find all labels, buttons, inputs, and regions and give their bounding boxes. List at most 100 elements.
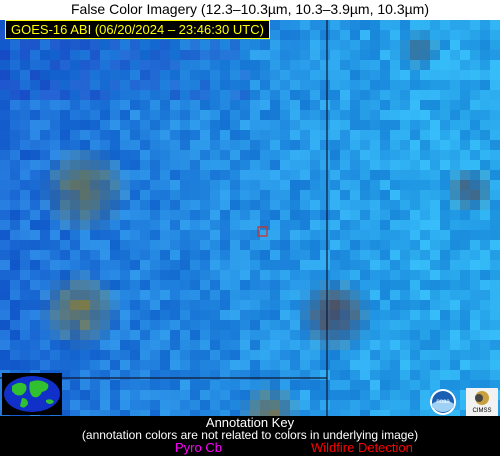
pixel xyxy=(300,180,310,190)
pixel xyxy=(220,380,230,390)
pixel xyxy=(340,20,350,30)
pixel xyxy=(470,250,480,260)
pixel xyxy=(330,170,340,180)
pixel xyxy=(460,360,470,370)
pixel xyxy=(400,50,410,60)
pixel xyxy=(160,140,170,150)
pixel xyxy=(10,250,20,260)
pixel xyxy=(130,330,140,340)
pixel xyxy=(450,60,460,70)
pixel xyxy=(370,40,380,50)
pixel xyxy=(390,190,400,200)
pixel xyxy=(250,200,260,210)
pixel xyxy=(330,120,340,130)
pixel xyxy=(290,340,300,350)
pixel xyxy=(170,290,180,300)
pixel xyxy=(430,230,440,240)
pixel xyxy=(300,220,310,230)
pixel xyxy=(200,80,210,90)
pixel xyxy=(470,80,480,90)
pixel xyxy=(410,370,420,380)
pixel xyxy=(490,170,500,180)
pixel xyxy=(30,200,40,210)
pixel xyxy=(330,60,340,70)
pixel xyxy=(300,40,310,50)
pixel xyxy=(180,320,190,330)
pixel xyxy=(450,120,460,130)
pixel xyxy=(470,210,480,220)
pixel xyxy=(50,320,60,330)
pixel xyxy=(310,220,320,230)
pixel xyxy=(470,310,480,320)
pixel xyxy=(150,320,160,330)
pixel xyxy=(250,290,260,300)
pixel xyxy=(290,130,300,140)
pixel xyxy=(440,280,450,290)
pixel xyxy=(70,70,80,80)
pixel xyxy=(80,150,90,160)
pixel xyxy=(450,160,460,170)
pixel xyxy=(110,110,120,120)
pixel xyxy=(130,260,140,270)
pixel xyxy=(270,190,280,200)
pixel xyxy=(300,330,310,340)
pixel xyxy=(160,90,170,100)
pixel xyxy=(440,250,450,260)
pixel xyxy=(260,370,270,380)
pixel xyxy=(270,360,280,370)
pixel xyxy=(70,250,80,260)
pixel xyxy=(0,180,10,190)
pixel xyxy=(410,220,420,230)
pixel xyxy=(230,150,240,160)
pixel xyxy=(60,290,70,300)
pixel xyxy=(250,380,260,390)
pixel xyxy=(90,360,100,370)
pixel xyxy=(240,240,250,250)
pixel xyxy=(150,140,160,150)
pixel xyxy=(80,110,90,120)
pixel xyxy=(220,90,230,100)
pixel xyxy=(260,400,270,410)
pixel xyxy=(390,30,400,40)
pixel xyxy=(410,390,420,400)
pixel xyxy=(80,50,90,60)
pixel xyxy=(360,380,370,390)
pixel xyxy=(100,40,110,50)
pixel xyxy=(360,270,370,280)
pixel xyxy=(340,230,350,240)
pixel xyxy=(80,80,90,90)
pixel xyxy=(290,410,300,416)
pixel xyxy=(150,340,160,350)
pixel xyxy=(220,410,230,416)
pixel xyxy=(290,380,300,390)
pixel xyxy=(350,120,360,130)
pixel xyxy=(280,230,290,240)
pixel xyxy=(290,70,300,80)
pixel xyxy=(320,400,330,410)
pixel xyxy=(480,80,490,90)
pixel xyxy=(460,110,470,120)
pixel xyxy=(240,310,250,320)
pixel xyxy=(290,320,300,330)
pixel xyxy=(180,80,190,90)
pixel xyxy=(320,170,330,180)
pixel xyxy=(470,50,480,60)
pixel xyxy=(200,50,210,60)
pixel xyxy=(260,280,270,290)
pixel xyxy=(140,280,150,290)
pixel xyxy=(120,270,130,280)
pixel xyxy=(250,390,260,400)
pixel xyxy=(460,250,470,260)
pixel xyxy=(330,190,340,200)
pixel xyxy=(420,170,430,180)
pixel xyxy=(150,160,160,170)
pixel xyxy=(430,340,440,350)
pixel xyxy=(10,190,20,200)
pixel xyxy=(280,410,290,416)
pixel xyxy=(60,320,70,330)
pixel xyxy=(340,150,350,160)
pixel xyxy=(170,190,180,200)
pixel xyxy=(230,350,240,360)
pixel xyxy=(80,360,90,370)
pixel xyxy=(450,170,460,180)
